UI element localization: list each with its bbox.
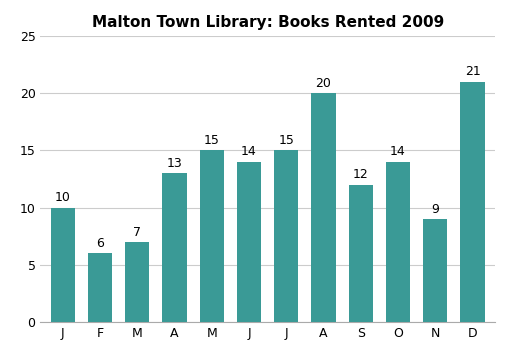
Bar [50, 208, 75, 322]
Bar [163, 173, 187, 322]
Text: 12: 12 [353, 168, 369, 181]
Bar [88, 253, 112, 322]
Text: 13: 13 [167, 157, 182, 170]
Bar [423, 219, 447, 322]
Bar [125, 242, 149, 322]
Text: 21: 21 [465, 65, 480, 78]
Bar [274, 150, 298, 322]
Bar [237, 162, 261, 322]
Text: 15: 15 [278, 134, 294, 147]
Text: 14: 14 [241, 145, 257, 158]
Bar [461, 82, 485, 322]
Text: 7: 7 [133, 226, 141, 238]
Bar [348, 185, 373, 322]
Title: Malton Town Library: Books Rented 2009: Malton Town Library: Books Rented 2009 [91, 15, 444, 30]
Text: 20: 20 [316, 77, 331, 90]
Bar [386, 162, 410, 322]
Bar [312, 93, 336, 322]
Text: 9: 9 [431, 203, 439, 216]
Text: 15: 15 [204, 134, 220, 147]
Text: 6: 6 [96, 237, 104, 250]
Text: 14: 14 [390, 145, 406, 158]
Bar [199, 150, 224, 322]
Text: 10: 10 [55, 191, 71, 204]
